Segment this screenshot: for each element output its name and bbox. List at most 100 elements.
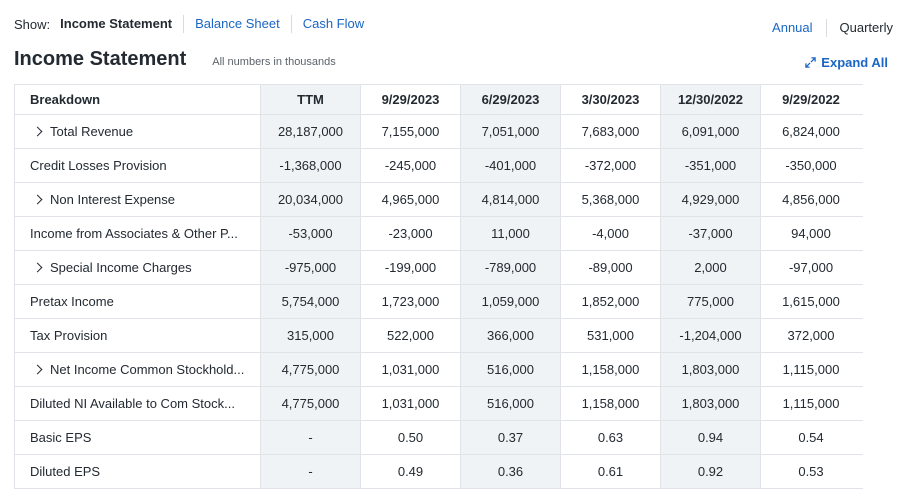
chevron-right-icon[interactable] — [32, 364, 43, 375]
tab-cash-flow[interactable]: Cash Flow — [290, 15, 375, 33]
row-label-cell[interactable]: Total Revenue — [15, 115, 261, 148]
value-cell: 0.63 — [561, 421, 661, 454]
statement-tabs: Show: Income Statement Balance Sheet Cas… — [14, 14, 375, 34]
chevron-right-icon[interactable] — [32, 262, 43, 273]
tab-income-statement[interactable]: Income Statement — [60, 16, 173, 31]
value-cell: 522,000 — [361, 319, 461, 352]
value-cell: 4,814,000 — [461, 183, 561, 216]
value-cell: 1,115,000 — [782, 396, 840, 411]
row-label: Income from Associates & Other P... — [30, 226, 238, 241]
row-label-cell[interactable]: Special Income Charges — [15, 251, 261, 284]
show-label: Show: — [14, 16, 51, 32]
value-cell: 1,615,000 — [782, 294, 840, 309]
value-cell: -4,000 — [561, 217, 661, 250]
value-cell: 6,824,000 — [782, 124, 840, 139]
value-cell: 366,000 — [461, 319, 561, 352]
value-cell: -199,000 — [361, 251, 461, 284]
value-cell: -1,204,000 — [661, 319, 761, 352]
value-cell: 4,775,000 — [261, 387, 361, 420]
row-label: Pretax Income — [30, 294, 114, 309]
value-cell: 4,929,000 — [661, 183, 761, 216]
value-cell: 1,803,000 — [661, 353, 761, 386]
value-cell: -372,000 — [561, 149, 661, 182]
row-label: Special Income Charges — [50, 260, 192, 275]
row-label: Credit Losses Provision — [30, 158, 167, 173]
value-cell: 7,683,000 — [561, 115, 661, 148]
column-header: 9/29/2022 — [782, 92, 840, 107]
table-row: Credit Losses Provision -1,368,000 -245,00… — [15, 149, 863, 183]
annual-button[interactable]: Annual — [772, 20, 813, 35]
value-cell: - — [261, 455, 361, 488]
column-header: TTM — [261, 85, 361, 114]
row-label: Net Income Common Stockhold... — [50, 362, 245, 377]
page-title: Income Statement — [14, 48, 187, 70]
row-label: Diluted EPS — [30, 464, 101, 479]
table-row: Non Interest Expense 20,034,000 4,965,000 4… — [15, 183, 863, 217]
value-cell: 0.92 — [661, 455, 761, 488]
value-cell: 2,000 — [661, 251, 761, 284]
value-cell: -1,368,000 — [261, 149, 361, 182]
value-cell: 0.54 — [798, 430, 824, 445]
value-cell: 1,031,000 — [361, 353, 461, 386]
row-label: Basic EPS — [30, 430, 92, 445]
value-cell: 0.37 — [461, 421, 561, 454]
value-cell: -401,000 — [461, 149, 561, 182]
value-cell: -53,000 — [261, 217, 361, 250]
value-cell: 1,115,000 — [782, 362, 840, 377]
value-cell: 531,000 — [561, 319, 661, 352]
expand-arrows-icon — [805, 57, 817, 68]
value-cell: 5,368,000 — [561, 183, 661, 216]
row-label-cell: Tax Provision — [15, 319, 261, 352]
quarterly-button[interactable]: Quarterly — [825, 19, 893, 37]
financials-table: Breakdown TTM 9/29/2023 6/29/2023 3/30/2023 1… — [14, 84, 863, 489]
row-label-cell[interactable]: Non Interest Expense — [15, 183, 261, 216]
column-header: 3/30/2023 — [561, 85, 661, 114]
value-cell: 1,158,000 — [561, 353, 661, 386]
value-cell: 1,803,000 — [661, 387, 761, 420]
expand-all-label: Expand All — [821, 55, 888, 70]
table-row: Basic EPS -0.50 0.37 0.63 0.94 0.54 — [15, 421, 863, 455]
value-cell: 1,723,000 — [361, 285, 461, 318]
title-row: Income Statement All numbers in thousand… — [14, 48, 336, 71]
value-cell: -245,000 — [361, 149, 461, 182]
value-cell: 315,000 — [261, 319, 361, 352]
row-label-cell[interactable]: Net Income Common Stockhold... — [15, 353, 261, 386]
tab-balance-sheet[interactable]: Balance Sheet — [183, 15, 291, 33]
value-cell: 775,000 — [661, 285, 761, 318]
value-cell: 1,158,000 — [561, 387, 661, 420]
table-row: Tax Provision 315,000 522,000 366,000 531,00… — [15, 319, 863, 353]
value-cell: -975,000 — [261, 251, 361, 284]
row-label: Total Revenue — [50, 124, 134, 139]
table-row: Income from Associates & Other P... -53,0… — [15, 217, 863, 251]
value-cell: -351,000 — [661, 149, 761, 182]
row-label-cell: Diluted EPS — [15, 455, 261, 488]
value-cell: 7,051,000 — [461, 115, 561, 148]
row-label-cell: Diluted NI Available to Com Stock... — [15, 387, 261, 420]
value-cell: -89,000 — [561, 251, 661, 284]
value-cell: 4,775,000 — [261, 353, 361, 386]
row-label: Tax Provision — [30, 328, 108, 343]
row-label-cell: Basic EPS — [15, 421, 261, 454]
value-cell: - — [261, 421, 361, 454]
value-cell: 0.94 — [661, 421, 761, 454]
column-header: 12/30/2022 — [661, 85, 761, 114]
value-cell: 6,091,000 — [661, 115, 761, 148]
expand-all-button[interactable]: Expand All — [805, 55, 888, 70]
column-header: 6/29/2023 — [461, 85, 561, 114]
value-cell: 5,754,000 — [261, 285, 361, 318]
chevron-right-icon[interactable] — [32, 126, 43, 137]
table-row: Diluted NI Available to Com Stock... 4,77… — [15, 387, 863, 421]
row-label: Non Interest Expense — [50, 192, 176, 207]
chevron-right-icon[interactable] — [32, 194, 43, 205]
value-cell: 0.49 — [361, 455, 461, 488]
row-label-cell: Income from Associates & Other P... — [15, 217, 261, 250]
value-cell: 0.36 — [461, 455, 561, 488]
value-cell: 0.53 — [798, 464, 824, 479]
table-row: Total Revenue 28,187,000 7,155,000 7,051,00… — [15, 115, 863, 149]
value-cell: -37,000 — [661, 217, 761, 250]
period-toggle: Annual Quarterly — [759, 19, 893, 37]
column-header: 9/29/2023 — [361, 85, 461, 114]
value-cell: -350,000 — [785, 158, 837, 173]
value-cell: 0.50 — [361, 421, 461, 454]
row-label-cell: Credit Losses Provision — [15, 149, 261, 182]
